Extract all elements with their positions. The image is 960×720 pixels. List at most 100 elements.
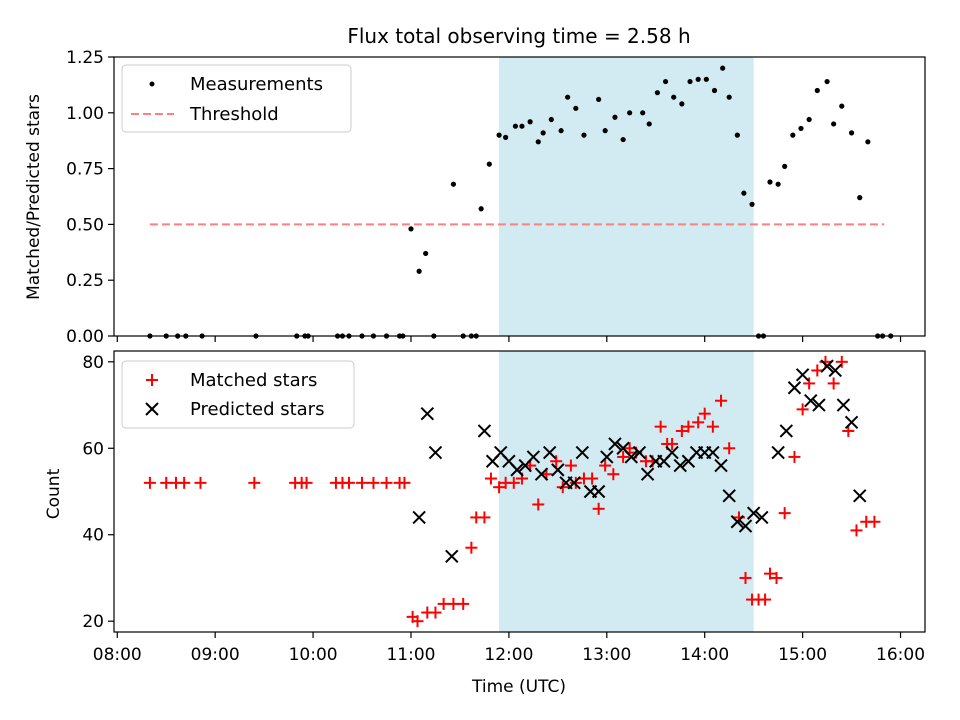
measurement-point	[741, 190, 747, 196]
matched-star-point	[850, 524, 863, 537]
predicted-star-point	[722, 489, 736, 503]
x-axis-label: Time (UTC)	[471, 677, 566, 697]
measurement-point	[775, 181, 781, 187]
matched-star-point	[675, 424, 688, 437]
measurement-point	[703, 76, 709, 82]
measurement-point	[726, 94, 732, 100]
predicted-star-point	[542, 445, 557, 460]
x-tick-label: 16:00	[876, 645, 925, 665]
matched-star-point	[706, 420, 719, 433]
predicted-star-point	[412, 510, 426, 525]
matched-star-point	[465, 541, 478, 554]
measurement-point	[824, 78, 830, 85]
matched-star-point	[666, 437, 679, 450]
matched-star-point	[194, 476, 207, 489]
matched-star-point	[759, 593, 772, 606]
measurement-point	[711, 87, 718, 94]
y-tick-label: 0.50	[66, 215, 104, 235]
bottom-data-points	[143, 355, 881, 628]
y-tick-label: 80	[82, 353, 104, 373]
top-panel: 0.00 0.25 0.50 0.75 1.00 1.25 Matched/Predict…	[24, 48, 926, 347]
predicted-star-point	[673, 458, 687, 473]
predicted-star-point	[787, 381, 802, 395]
measurement-point	[806, 116, 812, 123]
y-tick-label: 60	[82, 439, 104, 459]
predicted-star-point	[632, 445, 647, 460]
measurement-point	[602, 128, 608, 134]
measurement-point	[848, 130, 855, 136]
measurement-point	[671, 94, 677, 100]
matched-star-point	[811, 364, 824, 377]
bottom-y-axis: 20 40 60 80	[82, 353, 114, 632]
y-tick-label: 0.00	[66, 327, 104, 347]
chart-title: Flux total observing time = 2.58 h	[347, 24, 690, 48]
top-legend: Measurements Threshold	[121, 64, 352, 133]
matched-star-point	[592, 502, 605, 515]
measurement-point	[720, 65, 726, 71]
matched-star-point	[827, 377, 840, 390]
matched-star-point	[367, 476, 380, 489]
matched-star-point	[739, 571, 752, 584]
x-tick-label: 10:00	[289, 645, 338, 665]
predicted-star-point	[420, 406, 435, 421]
matched-star-point	[493, 481, 506, 494]
matched-star-point	[770, 571, 783, 584]
measurement-point	[423, 250, 429, 257]
measurement-point	[646, 121, 652, 127]
measurement-point	[790, 132, 796, 138]
predicted-star-point	[812, 398, 826, 412]
legend-label-matched-stars: Matched stars	[190, 370, 317, 391]
predicted-star-point	[445, 549, 459, 564]
predicted-star-point	[477, 424, 492, 438]
measurement-point	[503, 134, 509, 140]
y-tick-label: 20	[82, 612, 104, 632]
measurement-point	[857, 195, 863, 201]
matched-star-point	[429, 606, 442, 619]
measurement-point	[581, 132, 587, 138]
measurement-point	[512, 123, 519, 129]
predicted-star-point	[600, 450, 614, 464]
top-plot-frame	[113, 56, 926, 337]
matched-star-point	[398, 476, 411, 489]
measurement-point	[831, 121, 837, 127]
predicted-star-point	[779, 424, 794, 438]
y-tick-label: 40	[82, 526, 104, 546]
predicted-star-point	[624, 450, 638, 464]
measurement-point	[408, 226, 414, 232]
measurement-point	[486, 161, 492, 167]
legend-marker-predicted-stars	[145, 402, 159, 416]
predicted-star-point	[428, 445, 443, 460]
measurement-point	[798, 125, 804, 132]
top-highlight-span	[499, 57, 754, 336]
legend-label-threshold: Threshold	[189, 104, 279, 125]
predicted-star-point	[575, 445, 590, 460]
measurement-point	[527, 119, 533, 125]
measurement-point	[662, 78, 669, 85]
bottom-legend: Matched stars Predicted stars	[121, 360, 355, 429]
predicted-star-point	[738, 519, 753, 533]
x-tick-label: 15:00	[778, 645, 827, 665]
top-x-ticks	[116, 336, 902, 342]
matched-star-point	[868, 515, 881, 528]
legend-marker-matched-stars	[146, 374, 158, 386]
measurement-point	[865, 139, 871, 145]
bottom-x-axis: 08:00 09:00 10:00 11:00 12:00 13:00 14:00 15:00…	[93, 632, 925, 665]
y-tick-label: 0.75	[66, 160, 104, 180]
bottom-highlight-span	[499, 351, 754, 632]
predicted-star-point	[706, 445, 720, 460]
predicted-star-point	[746, 506, 761, 520]
measurement-point	[478, 206, 484, 212]
matched-star-point	[623, 442, 636, 455]
bottom-y-label: Count	[44, 468, 64, 519]
x-tick-label: 09:00	[191, 645, 240, 665]
matched-star-point	[607, 468, 620, 481]
predicted-star-point	[795, 368, 810, 382]
measurement-point	[535, 139, 541, 145]
matched-star-point	[178, 476, 191, 489]
matched-star-point	[569, 476, 582, 489]
measurement-point	[767, 179, 773, 185]
matched-star-point	[550, 455, 563, 468]
x-tick-label: 13:00	[582, 645, 631, 665]
legend-label-measurements: Measurements	[190, 74, 323, 95]
